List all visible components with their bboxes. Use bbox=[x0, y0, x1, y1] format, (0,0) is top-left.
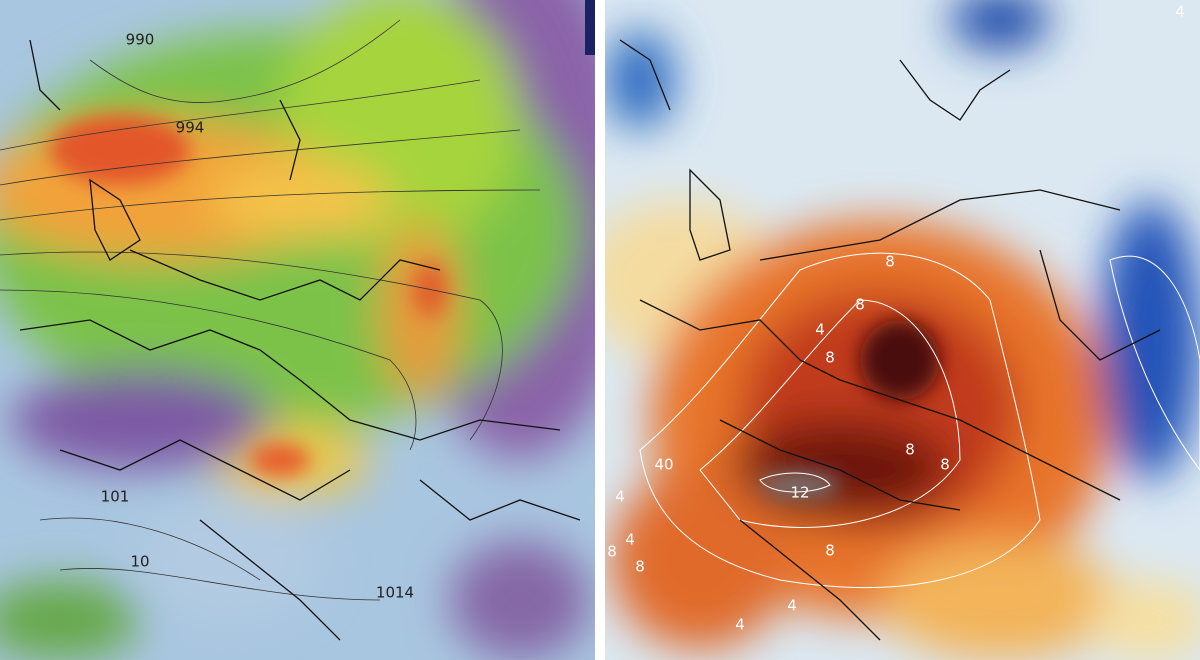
contour-label: 8 bbox=[825, 349, 835, 367]
contour-label: 4 bbox=[625, 531, 635, 549]
contour-label: 4 bbox=[1175, 3, 1185, 21]
contour-label: 1014 bbox=[376, 584, 414, 602]
contour-label: 8 bbox=[635, 558, 645, 576]
contour-label: 990 bbox=[126, 31, 155, 49]
contour-label: 4 bbox=[787, 597, 797, 615]
contour-label: 8 bbox=[855, 296, 865, 314]
contour-label: 12 bbox=[790, 484, 809, 502]
contour-label: 4 bbox=[735, 616, 745, 634]
contour-label: 40 bbox=[654, 456, 673, 474]
wind-gust-map: 990 994 101 10 1014 bbox=[0, 0, 595, 660]
contour-label: 8 bbox=[905, 441, 915, 459]
contour-label: 101 bbox=[101, 488, 130, 506]
contour-label: 8 bbox=[607, 543, 617, 561]
contour-label: 10 bbox=[130, 553, 149, 571]
contour-label: 8 bbox=[825, 542, 835, 560]
contour-label: 4 bbox=[615, 488, 625, 506]
contour-label: 4 bbox=[815, 321, 825, 339]
contour-label: 8 bbox=[885, 253, 895, 271]
contour-label: 8 bbox=[940, 456, 950, 474]
contour-label: 994 bbox=[176, 119, 205, 137]
